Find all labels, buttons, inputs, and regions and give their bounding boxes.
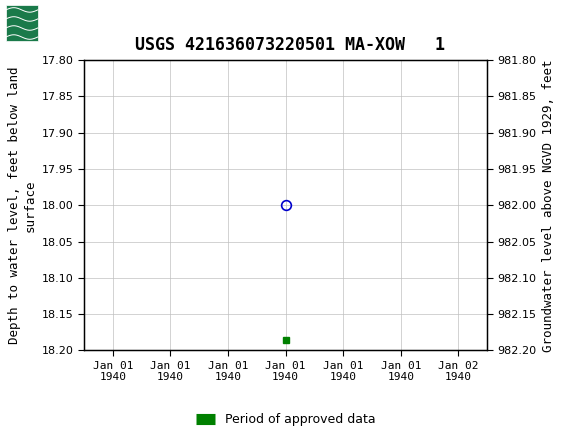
Y-axis label: Depth to water level, feet below land
surface: Depth to water level, feet below land su… [8, 67, 37, 344]
Y-axis label: Groundwater level above NGVD 1929, feet: Groundwater level above NGVD 1929, feet [542, 59, 555, 352]
Text: USGS 421636073220501 MA-XOW   1: USGS 421636073220501 MA-XOW 1 [135, 36, 445, 54]
Bar [6, 4, 38, 41]
Legend: Period of approved data: Period of approved data [191, 408, 380, 430]
Bar [5, 3, 80, 42]
Text: USGS: USGS [42, 12, 106, 33]
